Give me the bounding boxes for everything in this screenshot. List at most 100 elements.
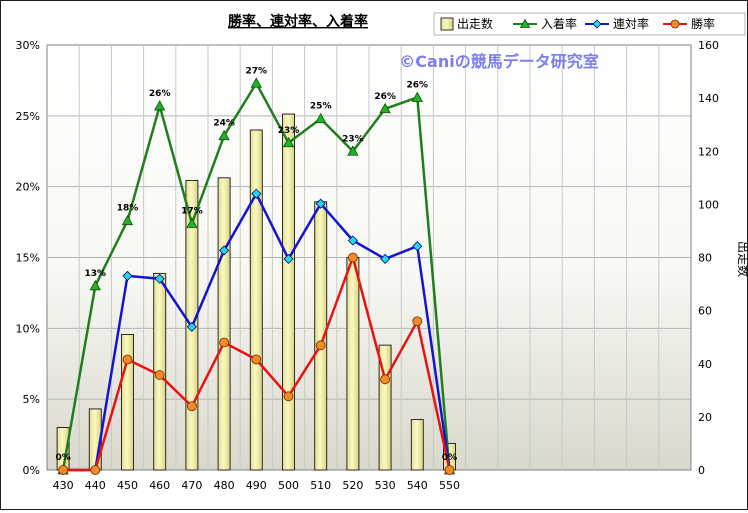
series-markers bbox=[57, 77, 456, 476]
data-label-place-rate-480: 24% bbox=[213, 119, 235, 129]
marker-win-rate-490 bbox=[251, 354, 262, 365]
legend-item-place-rate: 入着率 bbox=[513, 16, 577, 31]
y2-tick-label: 140 bbox=[698, 92, 719, 105]
marker-win-rate-460 bbox=[154, 370, 165, 380]
bar-starts-540 bbox=[410, 419, 424, 471]
marker-win-rate-440 bbox=[90, 465, 101, 475]
y2-tick-label: 80 bbox=[698, 252, 712, 265]
marker-place-rate-470 bbox=[186, 217, 198, 228]
data-label-place-rate-430: 0% bbox=[55, 453, 70, 463]
x-tick-label: 430 bbox=[53, 479, 74, 492]
data-label-place-rate-490: 27% bbox=[246, 66, 268, 76]
y2-tick-label: 20 bbox=[698, 411, 712, 424]
marker-win-rate-500 bbox=[283, 391, 294, 402]
marker-place-rate-480 bbox=[218, 129, 230, 141]
marker-top2-rate-450 bbox=[122, 270, 133, 281]
x-tick-label: 500 bbox=[278, 479, 299, 492]
marker-win-rate-550 bbox=[444, 465, 455, 475]
data-label-place-rate-500: 23% bbox=[278, 126, 300, 136]
x-tick-label: 480 bbox=[214, 479, 235, 492]
data-label-place-rate-550: 0% bbox=[442, 453, 457, 463]
marker-top2-rate-530 bbox=[380, 253, 391, 264]
y2-tick-label: 160 bbox=[698, 39, 719, 52]
marker-top2-rate-490 bbox=[251, 188, 262, 199]
x-tick-label: 530 bbox=[375, 479, 396, 492]
legend-label-starts: 出走数 bbox=[457, 16, 493, 31]
marker-win-rate-450 bbox=[122, 354, 133, 365]
x-tick-label: 440 bbox=[85, 479, 106, 492]
marker-place-rate-530 bbox=[379, 102, 391, 114]
data-label-place-rate-540: 26% bbox=[407, 80, 429, 90]
grid bbox=[47, 45, 691, 470]
y-tick-label: 20% bbox=[16, 181, 40, 194]
x-tick-label: 490 bbox=[246, 479, 267, 492]
marker-win-rate-520 bbox=[347, 252, 358, 263]
bar-starts-480 bbox=[217, 177, 231, 471]
bar-starts-500 bbox=[282, 113, 295, 471]
legend-item-top2-rate: 連対率 bbox=[585, 16, 649, 31]
marker-top2-rate-480 bbox=[219, 245, 230, 256]
y2-tick-label: 40 bbox=[698, 358, 712, 371]
marker-place-rate-490 bbox=[250, 77, 262, 88]
y2-tick-label: 60 bbox=[698, 305, 712, 318]
marker-win-rate-530 bbox=[380, 374, 391, 385]
x-tick-label: 470 bbox=[181, 479, 202, 492]
marker-top2-rate-500 bbox=[283, 253, 294, 264]
marker-place-rate-460 bbox=[154, 100, 166, 111]
data-label-place-rate-450: 18% bbox=[117, 204, 139, 214]
y-tick-label: 10% bbox=[16, 322, 40, 335]
marker-place-rate-520 bbox=[347, 145, 359, 156]
data-labels: 0% 13% 18% 26% 17% 24% 27% 23% 25% 23% 26% 26% 0% bbox=[55, 66, 457, 463]
marker-win-rate-540 bbox=[412, 316, 423, 327]
legend-item-starts: 出走数 bbox=[440, 16, 493, 31]
legend-label-win-rate: 勝率 bbox=[691, 16, 715, 31]
marker-top2-rate-540 bbox=[412, 241, 423, 252]
marker-top2-rate-460 bbox=[154, 273, 165, 284]
y-tick-label: 5% bbox=[23, 393, 40, 406]
bar-starts-490 bbox=[249, 129, 263, 471]
x-tick-label: 540 bbox=[407, 479, 428, 492]
chart-title: 勝率、連対率、入着率 bbox=[228, 13, 368, 30]
marker-place-rate-440 bbox=[89, 280, 101, 291]
bar-starts-520 bbox=[346, 257, 360, 471]
data-label-place-rate-520: 23% bbox=[342, 134, 364, 144]
axes: 0% 5% 10% 15% 20% 25% 30% 0 20 40 60 80 100 120 140 160… bbox=[16, 39, 719, 492]
data-label-place-rate-460: 26% bbox=[149, 89, 171, 99]
x-tick-label: 550 bbox=[439, 479, 460, 492]
y2-tick-label: 100 bbox=[698, 198, 719, 211]
marker-win-rate-470 bbox=[186, 401, 197, 412]
x-tick-label: 520 bbox=[342, 479, 363, 492]
legend-label-top2-rate: 連対率 bbox=[613, 16, 649, 31]
data-label-place-rate-470: 17% bbox=[181, 207, 203, 217]
y-tick-label: 15% bbox=[16, 252, 40, 265]
y2-axis-title: 出走数 bbox=[736, 241, 747, 277]
marker-place-rate-540 bbox=[411, 91, 423, 102]
y-tick-label: 30% bbox=[16, 39, 40, 52]
marker-win-rate-480 bbox=[219, 337, 230, 348]
watermark: ©Caniの競馬データ研究室 bbox=[399, 52, 598, 71]
x-tick-label: 460 bbox=[149, 479, 170, 492]
y-tick-label: 0% bbox=[23, 464, 40, 477]
marker-win-rate-510 bbox=[315, 340, 326, 351]
marker-place-rate-510 bbox=[315, 112, 327, 124]
data-label-place-rate-510: 25% bbox=[310, 102, 332, 112]
marker-win-rate-430 bbox=[58, 465, 68, 475]
y2-tick-label: 0 bbox=[698, 464, 705, 477]
y2-tick-label: 120 bbox=[698, 145, 719, 158]
marker-top2-rate-520 bbox=[347, 235, 358, 246]
x-tick-label: 450 bbox=[117, 479, 138, 492]
marker-top2-rate-470 bbox=[186, 321, 197, 332]
x-tick-label: 510 bbox=[310, 479, 331, 492]
bar-series bbox=[56, 113, 456, 471]
legend-label-place-rate: 入着率 bbox=[541, 16, 577, 31]
legend-item-win-rate: 勝率 bbox=[663, 16, 715, 31]
legend: 出走数 入着率 連対率 勝率 bbox=[433, 12, 746, 36]
marker-place-rate-500 bbox=[282, 136, 295, 148]
marker-place-rate-450 bbox=[121, 214, 134, 226]
y-tick-label: 25% bbox=[16, 110, 40, 123]
marker-top2-rate-510 bbox=[315, 198, 326, 209]
data-label-place-rate-530: 26% bbox=[374, 92, 396, 102]
data-label-place-rate-440: 13% bbox=[85, 269, 107, 279]
